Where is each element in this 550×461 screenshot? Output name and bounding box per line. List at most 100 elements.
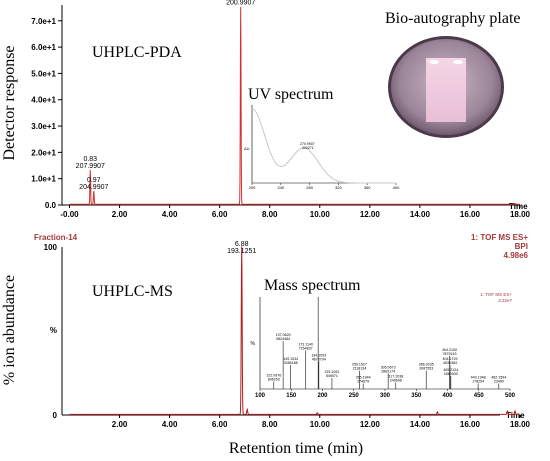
mass-peak-intensity-label: 7879143 [443, 352, 457, 356]
pda-y-tick-label: 5.0e+1 [31, 69, 56, 78]
ms-header-line-2: BPI [515, 242, 528, 251]
pda-y-tick-label: 1.0e+1 [31, 175, 56, 184]
pda-peak-time-label: 0.97 [87, 177, 101, 184]
ms-y-tick-0: 0 [53, 411, 58, 420]
pda-peak-mass-label: 207.9907 [76, 163, 105, 170]
mass-peak-mz-label: 259.1527 [352, 363, 367, 367]
mass-peak-mz-label: 366.0235 [419, 363, 434, 367]
y-axis-label-bottom: % ion abundance [1, 275, 18, 385]
ms-x-tick-label: 14.00 [410, 420, 431, 429]
mass-peak-mz-label: 317.2038 [388, 375, 403, 379]
mass-peak-mz-label: 405.2124 [443, 368, 458, 372]
uv-x-tick-label: 200 [249, 185, 256, 190]
mass-peak-intensity-label: 4673704 [312, 357, 326, 361]
mass-peak-mz-label: 482.1594 [491, 375, 506, 379]
mass-x-tick-label: 100 [255, 393, 266, 399]
mass-x-tick-label: 350 [411, 393, 422, 399]
uv-peak-label-2: 400271 [302, 146, 314, 150]
ms-time-label: Time [506, 411, 525, 420]
ms-peak-mass-label: 193.1251 [227, 248, 256, 255]
uv-inset: AU 200 240 280 320 360 400 270.9907 400271 [244, 105, 400, 190]
pda-x-tick-label: 18.00 [510, 210, 531, 219]
pda-trace [69, 6, 520, 205]
mass-peak-mz-label: 215.1091 [324, 370, 339, 374]
ms-x-tick-label: 10.00 [310, 420, 331, 429]
pda-x-tick-label: -0.00 [60, 210, 79, 219]
mass-peak-intensity-label: 4035384 [443, 361, 457, 365]
mass-peak-intensity-label: 549071 [326, 374, 338, 378]
mass-peak-intensity-label: 9824484 [276, 337, 290, 341]
mass-peak-mz-label: 122.0976 [266, 374, 281, 378]
y-axis-label-top: Detector response [1, 45, 18, 160]
mass-peak-intensity-label: 2118134 [353, 367, 367, 371]
uv-inset-title: UV spectrum [248, 86, 334, 103]
mass-peak-mz-label: 404.1729 [443, 357, 458, 361]
pda-x-tick-label: 12.00 [360, 210, 381, 219]
ms-panel-label: UHPLC-MS [92, 283, 173, 300]
ms-header-line-1: 1: TOF MS ES+ [471, 233, 528, 242]
mass-x-tick-label: 200 [317, 393, 328, 399]
pda-panel-label: UHPLC-PDA [92, 44, 182, 61]
uv-x-tick-label: 240 [277, 185, 284, 190]
ms-x-ticks: 2.00 4.00 6.00 8.00 10.00 12.00 14.00 16.00 18.0… [112, 415, 531, 429]
mass-peak-intensity-label: 23490 [494, 379, 504, 383]
uv-x-tick-label: 320 [335, 185, 342, 190]
mass-peak-intensity-label: 274679 [357, 379, 369, 383]
pda-x-tick-label: 2.00 [112, 210, 128, 219]
mass-x-tick-label: 450 [474, 393, 485, 399]
pda-y-ticks: 0.0 1.0e+1 2.0e+1 3.0e+1 4.0e+1 5.0e+1 6.0e+1 7… [31, 17, 62, 210]
mass-x-tick-label: 250 [349, 393, 360, 399]
mass-peak-mz-label: 449.1948 [471, 375, 486, 379]
ms-x-tick-label: 6.00 [212, 420, 228, 429]
pda-x-tick-label: 14.00 [410, 210, 431, 219]
ms-peak-time-label: 6.88 [235, 241, 249, 248]
ms-x-tick-label: 8.00 [262, 420, 278, 429]
uv-peak-label-1: 270.9907 [300, 142, 315, 146]
pda-y-tick-label: 0.0 [45, 201, 57, 210]
pda-peak-time-label: 0.83 [83, 156, 97, 163]
ms-x-tick-label: 18.00 [510, 420, 531, 429]
mass-x-tick-label: 150 [286, 393, 297, 399]
pda-y-tick-label: 7.0e+1 [31, 17, 56, 26]
mass-peak-intensity-label: 3286188 [284, 361, 298, 365]
ms-header-line-3: 4.98e6 [504, 251, 529, 260]
ms-x-tick-label: 4.00 [162, 420, 178, 429]
ms-trace [69, 246, 520, 415]
ms-panel: Fraction-14 1: TOF MS ES+ BPI 4.98e6 100… [34, 233, 531, 429]
ms-x-tick-label: 2.00 [112, 420, 128, 429]
uv-spectrum-curve [251, 108, 396, 184]
pda-x-tick-label: 8.00 [262, 210, 278, 219]
pda-x-tick-label: 4.00 [162, 210, 178, 219]
mass-inset-sticks [273, 297, 500, 389]
pda-panel: 0.0 1.0e+1 2.0e+1 3.0e+1 4.0e+1 5.0e+1 6.0e+1 7… [31, 0, 530, 219]
pda-time-label: Time [509, 202, 528, 211]
mass-inset-x-ticks: 100 150 200 250 300 350 400 450 500 [255, 389, 516, 399]
ms-x-tick-label: 12.00 [360, 420, 381, 429]
mass-peak-intensity-label: 7254837 [299, 346, 313, 350]
mass-inset: % 100 150 200 250 300 350 400 450 500 122.097689… [251, 297, 516, 399]
uv-inset-x-ticks: 200 240 280 320 360 400 [249, 183, 400, 190]
mass-peak-mz-label: 194.1093 [311, 353, 326, 357]
mass-peak-mz-label: 404.2100 [442, 348, 457, 352]
x-axis-label: Retention time (min) [229, 440, 363, 457]
mass-inset-ylabel: % [251, 341, 256, 347]
mass-x-tick-label: 400 [442, 393, 453, 399]
ms-x-tick-label: 16.00 [460, 420, 481, 429]
mass-inset-header-1: 1: TOF MS ES+ [480, 292, 512, 297]
mass-peak-intensity-label: 178254 [472, 379, 484, 383]
uv-x-tick-label: 280 [306, 185, 313, 190]
mass-x-tick-label: 300 [380, 393, 391, 399]
mass-x-tick-label: 500 [505, 393, 516, 399]
pda-x-ticks: -0.00 2.00 4.00 6.00 8.00 10.00 12.00 14.00 16.0… [60, 205, 531, 219]
pda-y-tick-label: 3.0e+1 [31, 122, 56, 131]
mass-inset-title: Mass spectrum [264, 277, 361, 294]
uv-inset-ylabel: AU [244, 146, 250, 151]
mass-inset-header-2: 3.22e7 [498, 298, 512, 303]
mass-peak-mz-label: 173.1140 [298, 342, 313, 346]
mass-peak-intensity-label: 249696 [390, 379, 402, 383]
plate-title: Bio-autography plate [385, 10, 521, 27]
